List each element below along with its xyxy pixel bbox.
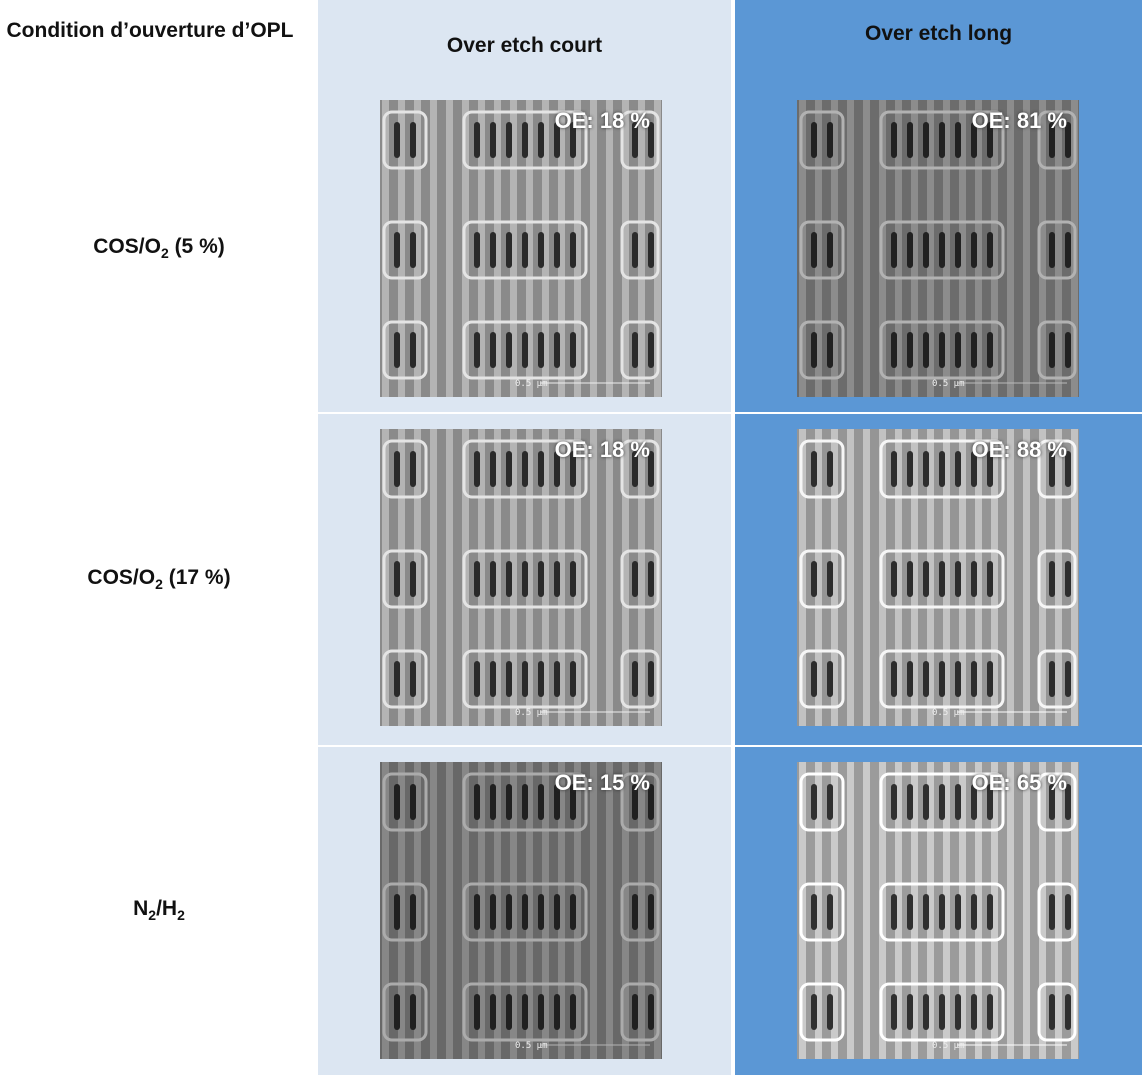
oe-label: OE: 15 % — [554, 770, 650, 795]
label-part: (17 %) — [162, 565, 231, 589]
sem-image — [797, 100, 1079, 397]
oe-label: OE: 18 % — [554, 437, 650, 462]
label-part: N — [133, 897, 149, 920]
image-cell: OE: 88 % 0.5 µm — [797, 429, 1079, 726]
scale-label: 0.5 µm — [932, 1041, 965, 1051]
image-cell: OE: 18 % 0.5 µm — [380, 100, 662, 397]
image-cell: OE: 18 % 0.5 µm — [380, 429, 662, 726]
label-part: 2 — [155, 575, 163, 592]
label-part: /H — [156, 897, 178, 920]
label-part: (5 %) — [168, 234, 225, 258]
image-cell: OE: 81 % 0.5 µm — [797, 100, 1079, 397]
column-header: Over etch long — [864, 22, 1013, 45]
scale-label: 0.5 µm — [932, 379, 965, 389]
sem-image — [380, 100, 662, 397]
oe-label: OE: 81 % — [971, 108, 1067, 133]
label-part: 2 — [148, 907, 157, 923]
column-header: Over etch court — [446, 34, 603, 57]
oe-label: OE: 18 % — [554, 108, 650, 133]
oe-label: OE: 88 % — [971, 437, 1067, 462]
row-separator — [318, 745, 1142, 747]
scale-label: 0.5 µm — [515, 379, 548, 389]
scale-label: 0.5 µm — [932, 708, 965, 718]
corner-header: Condition d’ouverture d’OPL — [6, 19, 294, 42]
sem-image — [380, 762, 662, 1059]
row-separator — [318, 412, 1142, 414]
sem-image — [380, 429, 662, 726]
image-cell: OE: 15 % 0.5 µm — [380, 762, 662, 1059]
row-label: COS/O2 (17 %) — [0, 566, 318, 592]
scale-label: 0.5 µm — [515, 708, 548, 718]
row-label: COS/O2 (5 %) — [0, 235, 318, 261]
label-part: 2 — [160, 244, 169, 261]
sem-image — [797, 762, 1079, 1059]
sem-image — [797, 429, 1079, 726]
oe-label: OE: 65 % — [971, 770, 1067, 795]
label-part: COS/O — [93, 234, 161, 258]
label-part: COS/O — [87, 565, 156, 589]
row-label: N2/H2 — [0, 897, 318, 923]
image-cell: OE: 65 % 0.5 µm — [797, 762, 1079, 1059]
label-part: 2 — [177, 907, 185, 923]
scale-label: 0.5 µm — [515, 1041, 548, 1051]
